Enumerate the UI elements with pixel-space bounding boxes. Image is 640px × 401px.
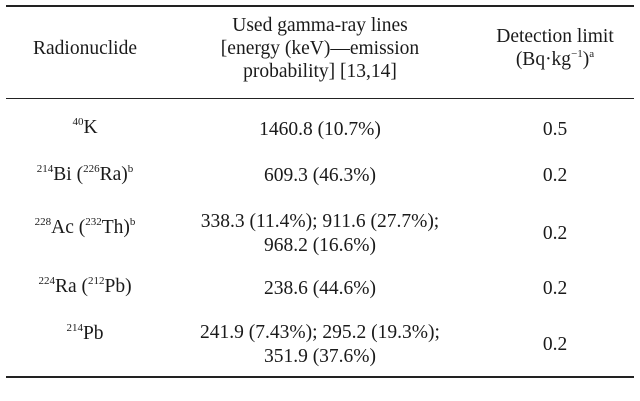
header-gamma-line-1: Used gamma-ray lines <box>232 15 408 36</box>
parent-symbol: Ra) <box>99 164 128 185</box>
header-detection-limit-line-2: (Bq·kg−1)a <box>470 48 640 71</box>
header-detection-limit-close: ) <box>582 49 590 70</box>
parent-mass-number: 212 <box>87 274 105 287</box>
header-radionuclide: Radionuclide <box>0 37 170 60</box>
gamma-line-text: 241.9 (7.43%); 295.2 (19.3%); <box>200 322 440 343</box>
table-row-2-lines: 609.3 (46.3%) <box>172 164 468 188</box>
table-row-2-limit: 0.2 <box>470 164 640 188</box>
header-radionuclide-text: Radionuclide <box>33 38 137 59</box>
gamma-line-text: 1460.8 (10.7%) <box>259 119 381 140</box>
parent-symbol: Pb) <box>104 276 132 297</box>
table-row-5-nuclide: 214Pb <box>0 322 170 346</box>
table-row-3-limit: 0.2 <box>470 222 640 246</box>
gamma-line-text: 338.3 (11.4%); 911.6 (27.7%); <box>200 211 440 232</box>
parent-symbol: Th) <box>101 217 130 238</box>
table-row-1-limit: 0.5 <box>470 118 640 142</box>
detection-limit-value: 0.2 <box>542 165 568 186</box>
header-gamma-lines: Used gamma-ray lines [energy (keV)—emiss… <box>172 14 468 83</box>
table-row-1-nuclide: 40K <box>0 116 170 140</box>
table-row-5-lines: 241.9 (7.43%); 295.2 (19.3%); 351.9 (37.… <box>172 321 468 369</box>
element-symbol: Pb <box>82 323 104 344</box>
mass-number: 228 <box>34 215 52 228</box>
header-detection-limit-line-1: Detection limit <box>496 26 614 47</box>
mass-number: 214 <box>66 321 83 334</box>
table-row-3-nuclide: 228Ac (232Th)b <box>0 216 170 240</box>
detection-limit-value: 0.2 <box>542 334 568 355</box>
gamma-line-text: 968.2 (16.6%) <box>263 235 377 256</box>
parent-mass-number: 226 <box>83 162 100 175</box>
table-row-4-lines: 238.6 (44.6%) <box>172 277 468 301</box>
detection-limit-value: 0.2 <box>542 278 568 299</box>
table-top-rule <box>6 5 634 7</box>
table-bottom-rule <box>6 376 634 378</box>
table-header-rule <box>6 98 634 99</box>
header-gamma-line-3: probability] [13,14] <box>243 61 397 82</box>
table-row-5-limit: 0.2 <box>470 333 640 357</box>
parent-mass-number: 232 <box>85 215 102 228</box>
footnote-marker-b: b <box>127 162 134 175</box>
table-row-1-lines: 1460.8 (10.7%) <box>172 118 468 142</box>
mass-number: 214 <box>36 162 54 175</box>
table-row-3-lines: 338.3 (11.4%); 911.6 (27.7%); 968.2 (16.… <box>172 210 468 258</box>
detection-limit-value: 0.2 <box>542 223 568 244</box>
element-symbol: K <box>83 117 98 138</box>
element-symbol: Ra ( <box>54 276 88 297</box>
footnote-marker-a: a <box>589 47 595 60</box>
table-row-4-limit: 0.2 <box>470 277 640 301</box>
header-gamma-line-2: [energy (keV)—emission <box>220 38 420 59</box>
element-symbol: Bi ( <box>53 164 84 185</box>
mass-number: 40 <box>72 115 84 128</box>
table-row-2-nuclide: 214Bi (226Ra)b <box>0 163 170 187</box>
mass-number: 224 <box>38 274 55 287</box>
header-detection-limit-exp: −1 <box>571 47 583 60</box>
header-detection-limit-unit: (Bq·kg <box>515 49 572 70</box>
gamma-line-text: 238.6 (44.6%) <box>263 278 377 299</box>
gamma-line-text: 609.3 (46.3%) <box>263 165 377 186</box>
header-detection-limit: Detection limit (Bq·kg−1)a <box>470 25 640 71</box>
table-row-4-nuclide: 224Ra (212Pb) <box>0 275 170 299</box>
gamma-line-text: 351.9 (37.6%) <box>263 346 377 367</box>
detection-limit-value: 0.5 <box>542 119 568 140</box>
footnote-marker-b: b <box>129 215 136 228</box>
element-symbol: Ac ( <box>51 217 86 238</box>
